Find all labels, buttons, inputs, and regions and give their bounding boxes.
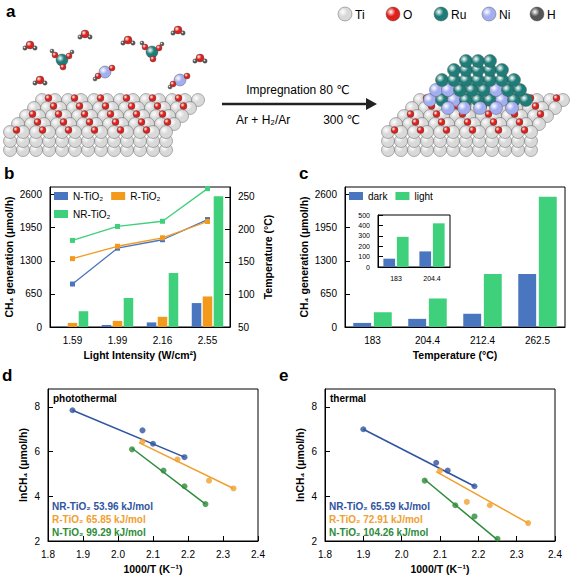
svg-text:lnCH₄ (μmol/h): lnCH₄ (μmol/h) [294,428,306,502]
svg-text:e: e [279,366,288,385]
svg-text:dark: dark [368,191,388,202]
svg-text:2.2: 2.2 [181,549,195,560]
svg-text:300: 300 [358,232,370,239]
svg-text:Temperature (°C): Temperature (°C) [262,215,274,300]
svg-text:1.99: 1.99 [108,335,128,346]
svg-text:262.5: 262.5 [525,335,550,346]
svg-text:c: c [299,165,308,183]
svg-text:2.1: 2.1 [433,549,447,560]
svg-text:Ar + H₂/Ar: Ar + H₂/Ar [236,113,290,127]
svg-text:1950: 1950 [315,222,338,233]
svg-text:2: 2 [311,536,317,547]
svg-text:light: light [414,191,433,202]
svg-text:Temperature (°C): Temperature (°C) [413,349,498,361]
svg-text:150: 150 [238,256,255,267]
svg-text:212.4: 212.4 [470,335,495,346]
svg-text:0: 0 [331,322,337,333]
svg-text:204.4: 204.4 [423,275,441,282]
svg-text:2.1: 2.1 [146,549,160,560]
svg-text:lnCH₄ (μmol/h): lnCH₄ (μmol/h) [17,428,29,502]
svg-text:0: 0 [366,264,370,271]
svg-text:1.9: 1.9 [76,549,90,560]
svg-text:8: 8 [34,401,40,412]
svg-text:183: 183 [364,335,381,346]
svg-text:R-TiO₂: R-TiO₂ [130,191,160,202]
svg-text:300 ℃: 300 ℃ [323,113,360,127]
svg-text:a: a [6,2,16,21]
svg-text:NR-TiO₂ 53.96 kJ/mol: NR-TiO₂ 53.96 kJ/mol [52,501,153,512]
svg-text:Ru: Ru [451,8,466,22]
svg-text:1.9: 1.9 [356,549,370,560]
svg-text:1.8: 1.8 [41,549,55,560]
svg-text:650: 650 [320,288,337,299]
svg-text:N-TiO₂: N-TiO₂ [73,191,103,202]
svg-text:1300: 1300 [315,255,338,266]
svg-text:2.55: 2.55 [198,335,218,346]
svg-text:2600: 2600 [20,189,43,200]
svg-text:400: 400 [358,222,370,229]
svg-text:6: 6 [311,446,317,457]
svg-text:CH₄ generation (μmol/h): CH₄ generation (μmol/h) [298,196,310,317]
svg-text:NR-TiO₂ 65.59 kJ/mol: NR-TiO₂ 65.59 kJ/mol [329,501,430,512]
svg-text:CH₄ generation (μmol/h): CH₄ generation (μmol/h) [3,196,15,317]
svg-text:100: 100 [238,289,255,300]
svg-text:2: 2 [34,536,40,547]
svg-text:204.4: 204.4 [415,335,440,346]
svg-text:650: 650 [25,288,42,299]
svg-text:N-TiO₂ 99.29 kJ/mol: N-TiO₂ 99.29 kJ/mol [52,527,146,538]
svg-text:6: 6 [34,446,40,457]
svg-text:183: 183 [390,275,402,282]
svg-text:500: 500 [358,212,370,219]
svg-text:O: O [403,8,412,22]
svg-text:2.4: 2.4 [251,549,265,560]
svg-text:100: 100 [358,253,370,260]
svg-text:H: H [547,8,556,22]
svg-text:d: d [2,366,12,385]
svg-text:4: 4 [34,491,40,502]
svg-text:1.8: 1.8 [318,549,332,560]
svg-text:8: 8 [311,401,317,412]
svg-text:2.3: 2.3 [216,549,230,560]
svg-text:50: 50 [238,322,250,333]
svg-text:R-TiO₂ 65.85 kJ/mol: R-TiO₂ 65.85 kJ/mol [52,514,146,525]
svg-text:1000/T (K⁻¹): 1000/T (K⁻¹) [123,563,182,575]
svg-text:2.0: 2.0 [395,549,409,560]
svg-text:200: 200 [358,243,370,250]
svg-text:2.3: 2.3 [510,549,524,560]
svg-text:2.16: 2.16 [153,335,173,346]
svg-text:1300: 1300 [20,255,43,266]
svg-text:1000/T (K⁻¹): 1000/T (K⁻¹) [410,563,469,575]
svg-text:R-TiO₂ 72.91 kJ/mol: R-TiO₂ 72.91 kJ/mol [329,514,423,525]
svg-text:0: 0 [36,322,42,333]
svg-text:4: 4 [311,491,317,502]
svg-text:1950: 1950 [20,222,43,233]
svg-text:2.2: 2.2 [471,549,485,560]
svg-text:thermal: thermal [330,393,366,404]
svg-text:2600: 2600 [315,189,338,200]
svg-text:b: b [4,165,14,183]
svg-text:N-TiO₂ 104.26 kJ/mol: N-TiO₂ 104.26 kJ/mol [329,527,429,538]
svg-text:photothermal: photothermal [53,393,117,404]
svg-text:1.59: 1.59 [63,335,83,346]
svg-text:NR-TiO₂: NR-TiO₂ [73,209,111,220]
svg-text:2.0: 2.0 [111,549,125,560]
svg-text:250: 250 [238,191,255,202]
svg-text:Ti: Ti [355,8,365,22]
svg-text:Ni: Ni [499,8,510,22]
svg-text:200: 200 [238,224,255,235]
svg-text:2.4: 2.4 [548,549,562,560]
svg-text:Light Intensity (W/cm²): Light Intensity (W/cm²) [83,349,196,361]
svg-text:Impregnation 80 ℃: Impregnation 80 ℃ [246,83,350,97]
